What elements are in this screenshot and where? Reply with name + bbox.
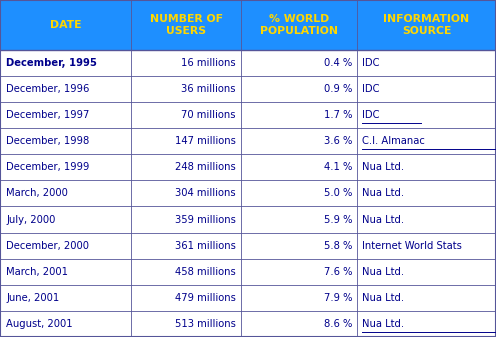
Bar <box>357 180 496 207</box>
Text: December, 1998: December, 1998 <box>6 136 90 146</box>
Bar <box>131 233 241 259</box>
Text: 304 millions: 304 millions <box>175 188 236 198</box>
Text: 0.9 %: 0.9 % <box>324 84 352 94</box>
Text: IDC: IDC <box>362 110 379 120</box>
Bar <box>357 128 496 154</box>
Bar <box>131 311 241 337</box>
Bar <box>241 207 357 233</box>
Text: % WORLD
POPULATION: % WORLD POPULATION <box>260 14 338 36</box>
Bar <box>0 76 131 102</box>
Text: Nua Ltd.: Nua Ltd. <box>362 162 404 172</box>
Text: 36 millions: 36 millions <box>181 84 236 94</box>
Bar <box>131 0 241 50</box>
Bar <box>131 102 241 128</box>
Bar <box>131 50 241 76</box>
Text: December, 1996: December, 1996 <box>6 84 90 94</box>
Text: DATE: DATE <box>50 20 81 30</box>
Text: March, 2001: March, 2001 <box>6 267 68 277</box>
Bar <box>241 76 357 102</box>
Bar <box>357 76 496 102</box>
Bar <box>131 207 241 233</box>
Bar <box>131 180 241 207</box>
Text: IDC: IDC <box>362 58 379 68</box>
Bar <box>241 0 357 50</box>
Bar <box>0 0 131 50</box>
Text: 248 millions: 248 millions <box>175 162 236 172</box>
Text: Internet World Stats: Internet World Stats <box>362 241 462 251</box>
Text: 147 millions: 147 millions <box>175 136 236 146</box>
Bar <box>357 154 496 180</box>
Bar <box>0 259 131 285</box>
Text: 7.9 %: 7.9 % <box>324 293 352 303</box>
Text: March, 2000: March, 2000 <box>6 188 68 198</box>
Text: 7.6 %: 7.6 % <box>324 267 352 277</box>
Bar <box>131 285 241 311</box>
Text: IDC: IDC <box>362 84 379 94</box>
Text: July, 2000: July, 2000 <box>6 215 56 224</box>
Text: December, 1997: December, 1997 <box>6 110 90 120</box>
Text: 16 millions: 16 millions <box>181 58 236 68</box>
Text: 70 millions: 70 millions <box>181 110 236 120</box>
Bar <box>131 154 241 180</box>
Bar <box>0 207 131 233</box>
Text: 359 millions: 359 millions <box>175 215 236 224</box>
Text: 458 millions: 458 millions <box>175 267 236 277</box>
Text: 5.9 %: 5.9 % <box>324 215 352 224</box>
Text: 8.6 %: 8.6 % <box>324 319 352 329</box>
Text: Nua Ltd.: Nua Ltd. <box>362 188 404 198</box>
Bar <box>241 285 357 311</box>
Text: December, 2000: December, 2000 <box>6 241 89 251</box>
Bar <box>357 259 496 285</box>
Bar <box>0 180 131 207</box>
Text: NUMBER OF
USERS: NUMBER OF USERS <box>149 14 223 36</box>
Bar <box>0 285 131 311</box>
Bar <box>131 76 241 102</box>
Text: June, 2001: June, 2001 <box>6 293 60 303</box>
Text: Nua Ltd.: Nua Ltd. <box>362 215 404 224</box>
Bar <box>131 128 241 154</box>
Bar <box>241 180 357 207</box>
Bar <box>241 50 357 76</box>
Text: 4.1 %: 4.1 % <box>324 162 352 172</box>
Text: C.I. Almanac: C.I. Almanac <box>362 136 425 146</box>
Text: 513 millions: 513 millions <box>175 319 236 329</box>
Text: Nua Ltd.: Nua Ltd. <box>362 267 404 277</box>
Text: INFORMATION
SOURCE: INFORMATION SOURCE <box>383 14 470 36</box>
Bar <box>357 50 496 76</box>
Bar <box>241 102 357 128</box>
Text: Nua Ltd.: Nua Ltd. <box>362 319 404 329</box>
Text: 5.0 %: 5.0 % <box>324 188 352 198</box>
Bar <box>357 285 496 311</box>
Bar <box>357 102 496 128</box>
Bar <box>131 259 241 285</box>
Text: 0.4 %: 0.4 % <box>324 58 352 68</box>
Text: 3.6 %: 3.6 % <box>324 136 352 146</box>
Bar <box>0 233 131 259</box>
Text: 5.8 %: 5.8 % <box>324 241 352 251</box>
Text: 1.7 %: 1.7 % <box>324 110 352 120</box>
Bar <box>241 128 357 154</box>
Bar <box>357 207 496 233</box>
Bar <box>241 311 357 337</box>
Text: 361 millions: 361 millions <box>175 241 236 251</box>
Bar <box>0 154 131 180</box>
Bar <box>0 50 131 76</box>
Bar <box>357 233 496 259</box>
Bar <box>357 311 496 337</box>
Bar <box>357 0 496 50</box>
Text: August, 2001: August, 2001 <box>6 319 73 329</box>
Bar <box>241 233 357 259</box>
Text: Nua Ltd.: Nua Ltd. <box>362 293 404 303</box>
Text: December, 1999: December, 1999 <box>6 162 90 172</box>
Bar <box>241 154 357 180</box>
Text: December, 1995: December, 1995 <box>6 58 97 68</box>
Bar <box>0 102 131 128</box>
Text: 479 millions: 479 millions <box>175 293 236 303</box>
Bar <box>0 311 131 337</box>
Bar <box>0 128 131 154</box>
Bar <box>241 259 357 285</box>
